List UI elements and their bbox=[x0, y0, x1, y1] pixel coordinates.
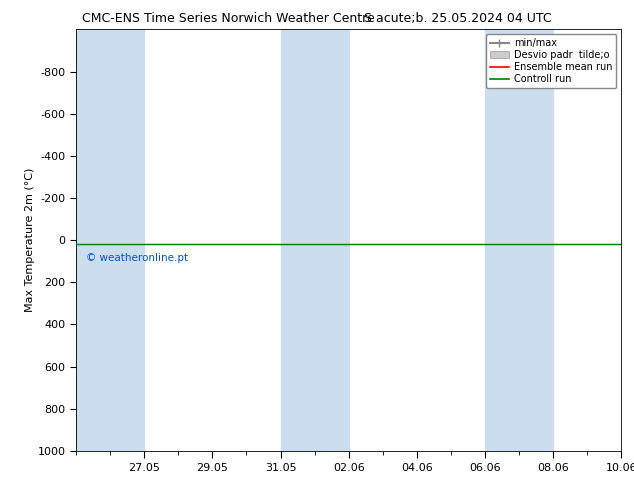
Bar bbox=[485, 29, 519, 451]
Legend: min/max, Desvio padr  tilde;o, Ensemble mean run, Controll run: min/max, Desvio padr tilde;o, Ensemble m… bbox=[486, 34, 616, 88]
Bar bbox=[280, 29, 314, 451]
Bar bbox=[76, 29, 110, 451]
Y-axis label: Max Temperature 2m (°C): Max Temperature 2m (°C) bbox=[25, 168, 35, 312]
Bar bbox=[519, 29, 553, 451]
Text: © weatheronline.pt: © weatheronline.pt bbox=[86, 253, 188, 263]
Text: CMC-ENS Time Series Norwich Weather Centre: CMC-ENS Time Series Norwich Weather Cent… bbox=[82, 12, 375, 25]
Bar bbox=[110, 29, 144, 451]
Text: S acute;b. 25.05.2024 04 UTC: S acute;b. 25.05.2024 04 UTC bbox=[364, 12, 552, 25]
Bar bbox=[314, 29, 349, 451]
